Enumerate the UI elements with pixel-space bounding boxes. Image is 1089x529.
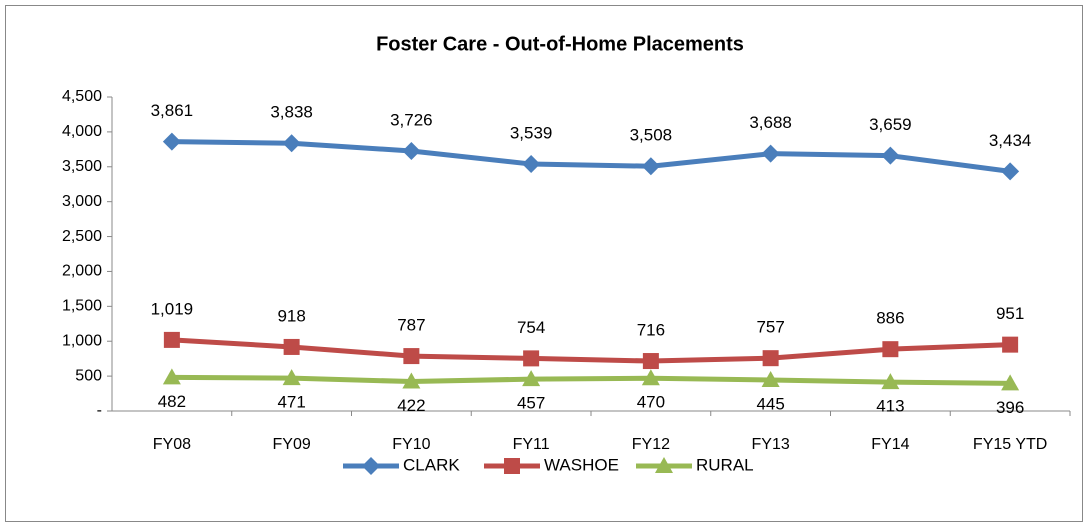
data-label: 716	[637, 321, 665, 340]
marker	[1001, 162, 1020, 181]
data-label: 3,659	[869, 115, 912, 134]
marker	[162, 368, 181, 385]
marker	[522, 155, 541, 174]
marker	[762, 350, 779, 367]
data-label: 787	[397, 316, 425, 335]
data-label: 471	[277, 393, 305, 412]
marker	[881, 146, 900, 165]
x-tick-label: FY12	[632, 436, 670, 453]
x-tick-label: FY08	[153, 436, 191, 453]
marker	[1001, 374, 1020, 391]
y-tick-label: -	[97, 402, 102, 419]
y-tick-label: 1,000	[62, 332, 102, 349]
y-tick-label: 4,000	[62, 123, 102, 140]
marker	[402, 142, 421, 161]
data-label: 470	[637, 393, 665, 412]
marker	[761, 144, 780, 163]
data-label: 3,434	[989, 131, 1032, 150]
y-tick-label: 3,000	[62, 193, 102, 210]
data-label: 757	[756, 318, 784, 337]
marker	[282, 369, 301, 386]
data-label: 3,861	[151, 101, 194, 120]
legend-label: WASHOE	[544, 455, 619, 474]
y-tick-label: 1,500	[62, 298, 102, 315]
marker	[642, 353, 659, 370]
x-tick-label: FY15 YTD	[973, 436, 1047, 453]
marker	[403, 348, 420, 365]
data-label: 445	[756, 394, 784, 413]
marker	[522, 370, 541, 387]
data-label: 3,688	[749, 113, 792, 132]
x-tick-label: FY13	[752, 436, 790, 453]
marker	[283, 338, 300, 355]
marker	[761, 370, 780, 387]
chart-title: Foster Care - Out-of-Home Placements	[376, 33, 744, 55]
marker	[641, 157, 660, 176]
data-label: 951	[996, 304, 1024, 323]
data-label: 422	[397, 396, 425, 415]
data-label: 396	[996, 398, 1024, 417]
y-tick-label: 500	[75, 367, 102, 384]
x-tick-label: FY09	[273, 436, 311, 453]
y-tick-label: 2,500	[62, 228, 102, 245]
series-line	[171, 139, 1011, 174]
x-tick-label: FY10	[392, 436, 430, 453]
series-line	[171, 374, 1011, 386]
data-label: 457	[517, 394, 545, 413]
data-label: 3,508	[630, 126, 673, 145]
x-tick-label: FY11	[513, 436, 550, 453]
legend-label: CLARK	[403, 455, 460, 474]
chart-border	[5, 5, 1083, 522]
data-label: 413	[876, 397, 904, 416]
y-tick-label: 4,500	[62, 88, 102, 105]
marker	[882, 341, 899, 358]
legend-label: RURAL	[696, 455, 754, 474]
marker	[362, 457, 380, 475]
y-tick-label: 3,500	[62, 158, 102, 175]
data-label: 918	[277, 306, 305, 325]
marker	[402, 372, 421, 389]
data-label: 754	[517, 318, 545, 337]
data-label: 1,019	[151, 299, 194, 318]
marker	[282, 134, 301, 153]
marker	[655, 457, 673, 473]
data-label: 3,838	[270, 103, 313, 122]
marker	[641, 369, 660, 386]
data-label: 886	[876, 309, 904, 328]
series-line	[171, 337, 1011, 364]
x-tick-label: FY14	[871, 436, 909, 453]
marker	[1002, 336, 1019, 353]
data-label: 482	[158, 392, 186, 411]
marker	[881, 373, 900, 390]
data-label: 3,539	[510, 124, 553, 143]
marker	[504, 458, 520, 474]
data-label: 3,726	[390, 110, 433, 129]
marker	[163, 331, 180, 348]
marker	[162, 132, 181, 151]
y-tick-label: 2,000	[62, 263, 102, 280]
marker	[523, 350, 540, 367]
